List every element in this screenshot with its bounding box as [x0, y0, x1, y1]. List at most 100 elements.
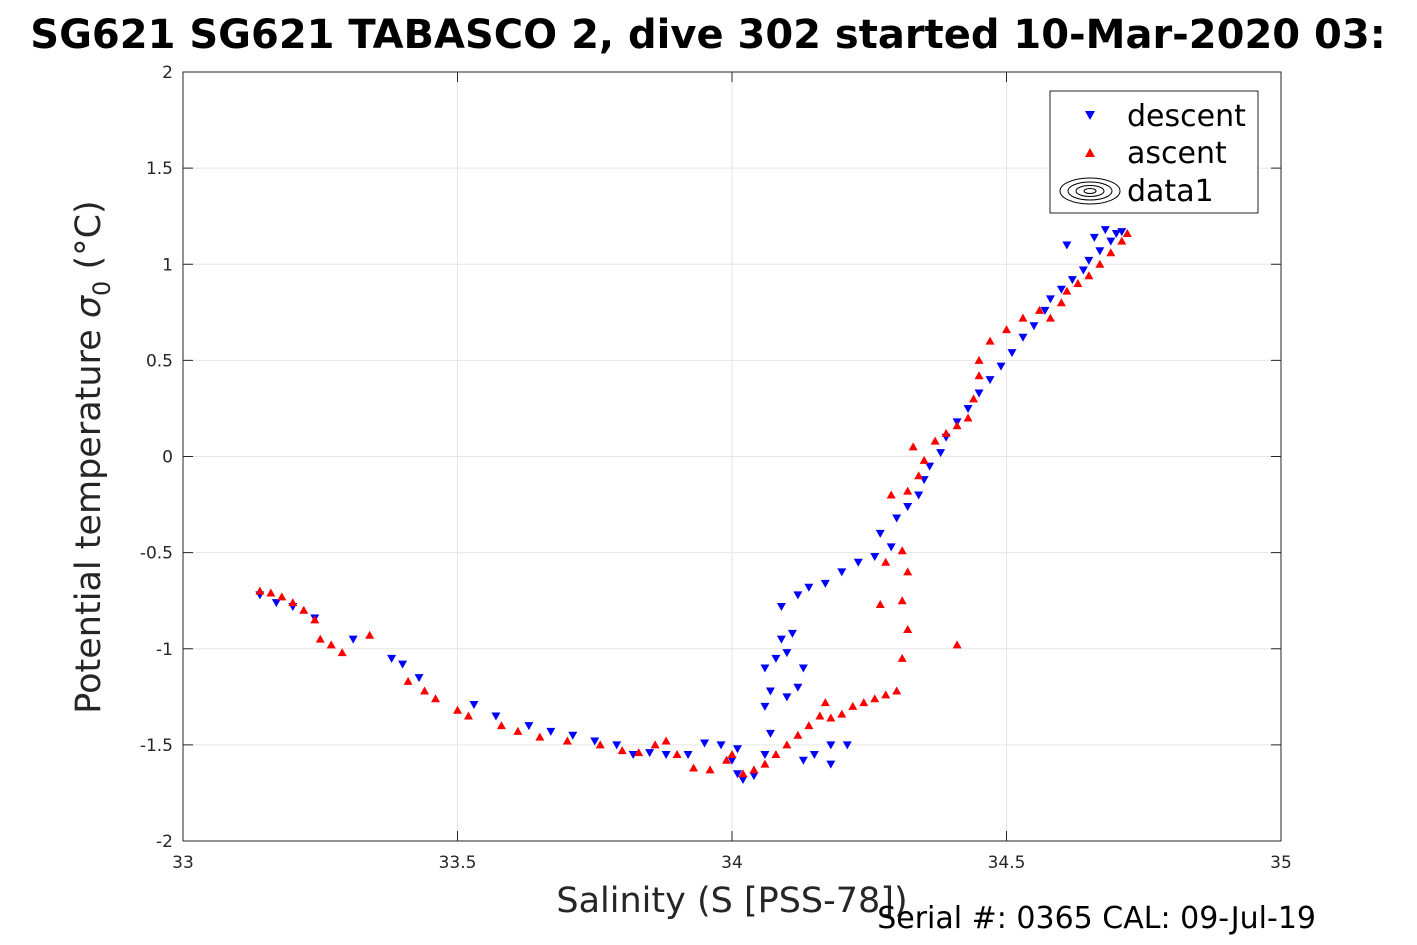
ascent-point: [617, 746, 627, 755]
ascent-point: [952, 640, 962, 649]
serial-cal-footer: Serial #: 0365 CAL: 09-Jul-19: [877, 901, 1316, 936]
ascent-point: [1095, 259, 1105, 268]
y-tick-label: 1: [162, 255, 173, 275]
ascent-point: [908, 442, 918, 451]
ascent-point: [859, 698, 869, 707]
x-tick-label: 34.5: [988, 853, 1026, 873]
descent-point: [963, 404, 973, 413]
descent-point: [1018, 333, 1028, 342]
descent-point: [793, 591, 803, 600]
descent-point: [903, 502, 913, 511]
descent-point: [787, 629, 797, 638]
ascent-point: [403, 676, 413, 685]
descent-point: [760, 750, 770, 759]
ascent-point: [837, 709, 847, 718]
y-tick-label: -2: [156, 832, 173, 852]
descent-point: [985, 376, 995, 385]
descent-point: [568, 731, 578, 740]
ascent-point: [963, 413, 973, 422]
ascent-point: [930, 436, 940, 445]
ascent-point: [431, 694, 441, 703]
descent-point: [776, 635, 786, 644]
descent-point: [892, 514, 902, 523]
descent-point: [765, 729, 775, 738]
ascent-point: [881, 690, 891, 699]
ascent-point: [870, 694, 880, 703]
descent-point: [771, 654, 781, 663]
descent-point: [738, 775, 748, 784]
ascent-point: [661, 736, 671, 745]
ascent-point: [315, 634, 325, 643]
ascent-point: [562, 736, 572, 745]
descent-point: [809, 750, 819, 759]
legend-ascent-label: ascent: [1127, 136, 1227, 171]
descent-point: [271, 599, 281, 608]
ascent-point: [337, 648, 347, 657]
descent-point: [546, 727, 556, 736]
ascent-point: [897, 546, 907, 555]
ascent-point: [804, 721, 814, 730]
descent-point: [1062, 241, 1072, 250]
descent-point: [387, 654, 397, 663]
ascent-point: [513, 726, 523, 735]
ascent-point: [903, 486, 913, 495]
descent-point: [1045, 295, 1055, 304]
ascent-point: [365, 630, 375, 639]
descent-point: [727, 756, 737, 765]
descent-point: [793, 683, 803, 692]
ascent-point: [496, 721, 506, 730]
ascent-point: [595, 740, 605, 749]
x-tick-label: 33: [172, 853, 194, 873]
data-points: [255, 226, 1132, 784]
descent-point: [590, 737, 600, 746]
descent-point: [1111, 229, 1121, 238]
descent-point: [1089, 233, 1099, 242]
ascent-point: [897, 653, 907, 662]
descent-point: [996, 362, 1006, 371]
ascent-point: [277, 592, 287, 601]
descent-point: [837, 568, 847, 577]
ascent-point: [453, 705, 462, 714]
descent-point: [1078, 266, 1088, 275]
ascent-point: [1034, 305, 1044, 314]
ascent-point: [985, 336, 995, 345]
y-tick-label: -1.5: [140, 736, 173, 756]
descent-point: [398, 660, 408, 669]
y-axis-label: Potential temperature σ0 (°C): [69, 200, 116, 713]
legend-data1-label: data1: [1127, 174, 1214, 209]
ascent-point: [897, 596, 907, 605]
descent-point: [820, 579, 830, 588]
descent-point: [628, 750, 638, 759]
ascent-point: [738, 769, 748, 778]
ascent-point: [760, 759, 770, 768]
descent-point: [936, 449, 946, 458]
legend-ascent-marker: [1085, 148, 1095, 157]
ascent-point: [793, 730, 803, 739]
legend-descent-label: descent: [1127, 99, 1246, 134]
y-tick-label: 0.5: [146, 351, 173, 371]
y-tick-label: 0: [162, 448, 173, 468]
descent-point: [875, 529, 885, 538]
ascent-point: [771, 749, 781, 758]
descent-point: [798, 756, 808, 765]
ascent-point: [310, 615, 320, 624]
descent-point: [1007, 349, 1017, 358]
descent-point: [853, 558, 863, 567]
descent-point: [1095, 247, 1105, 256]
descent-point: [765, 687, 775, 696]
descent-point: [469, 701, 479, 710]
ascent-point: [299, 605, 309, 614]
descent-point: [804, 583, 814, 592]
descent-point: [974, 389, 984, 398]
ascent-point: [1073, 278, 1083, 287]
ascent-point: [420, 686, 430, 695]
y-tick-label: 2: [162, 63, 173, 83]
ascent-point: [974, 355, 984, 364]
descent-point: [776, 602, 786, 611]
x-tick-label: 35: [1270, 853, 1292, 873]
ascent-point: [1056, 298, 1066, 307]
descent-point: [842, 741, 852, 750]
x-axis-label: Salinity (S [PSS-78]): [556, 881, 907, 921]
ascent-point: [919, 455, 929, 464]
